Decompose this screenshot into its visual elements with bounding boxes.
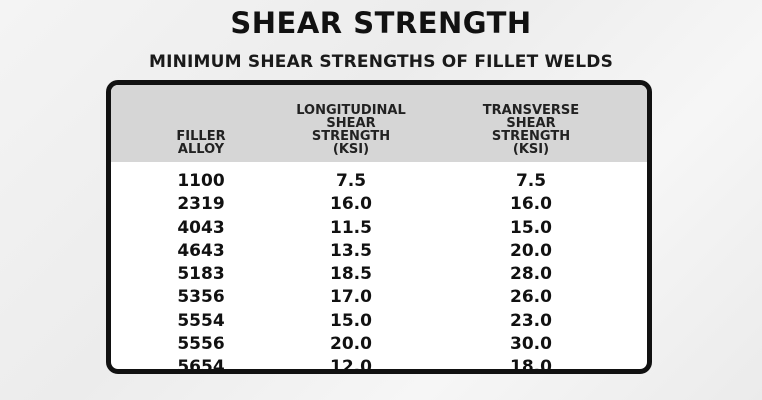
table-row: 2319 16.0 16.0: [111, 193, 647, 216]
header-longitudinal-shear-strength: LONGITUDINAL SHEAR STRENGTH (KSI): [271, 104, 431, 156]
table-header: FILLER ALLOY LONGITUDINAL SHEAR STRENGTH…: [111, 85, 647, 162]
table-row: 5356 17.0 26.0: [111, 286, 647, 309]
filler-alloy-cell: 4643: [177, 240, 225, 261]
header-filler-alloy: FILLER ALLOY: [151, 130, 251, 156]
header-filler-alloy-line: ALLOY: [177, 142, 225, 157]
header-transverse-line: TRANSVERSE: [482, 103, 580, 118]
header-longitudinal-line: SHEAR: [326, 116, 376, 131]
table-row: 1100 7.5 7.5: [111, 170, 647, 193]
longitudinal-strength-cell: 11.5: [330, 217, 372, 238]
header-transverse-line: SHEAR: [506, 116, 556, 131]
longitudinal-strength-cell: 13.5: [330, 240, 372, 261]
filler-alloy-cell: 5183: [177, 264, 225, 285]
transverse-strength-cell: 7.5: [515, 171, 547, 191]
longitudinal-strength-cell: 7.5: [335, 171, 367, 191]
page-title: SHEAR STRENGTH: [230, 6, 532, 40]
header-filler-alloy-line: FILLER: [176, 129, 226, 144]
header-longitudinal-line: LONGITUDINAL: [296, 103, 406, 118]
table-row: 4043 11.5 15.0: [111, 217, 647, 240]
header-transverse-shear-strength: TRANSVERSE SHEAR STRENGTH (KSI): [451, 104, 611, 156]
table-row: 5183 18.5 28.0: [111, 263, 647, 286]
transverse-strength-cell: 26.0: [510, 287, 552, 308]
transverse-strength-cell: 30.0: [510, 334, 552, 355]
transverse-strength-cell: 18.0: [510, 357, 552, 374]
longitudinal-strength-cell: 20.0: [330, 334, 372, 355]
longitudinal-strength-cell: 15.0: [330, 310, 372, 331]
header-longitudinal-line: STRENGTH: [311, 129, 391, 144]
table-row: 5554 15.0 23.0: [111, 310, 647, 333]
filler-alloy-cell: 1100: [177, 171, 225, 191]
filler-alloy-cell: 5554: [177, 310, 225, 331]
header-longitudinal-line: (KSI): [332, 142, 370, 157]
header-transverse-line: STRENGTH: [491, 129, 571, 144]
table-row: 5654 12.0 18.0: [111, 356, 647, 374]
filler-alloy-cell: 5556: [177, 334, 225, 355]
filler-alloy-cell: 5356: [177, 287, 225, 308]
filler-alloy-cell: 4043: [177, 217, 225, 238]
longitudinal-strength-cell: 17.0: [330, 287, 372, 308]
table-body: 1100 7.5 7.5 2319 16.0 16.0 4043 11.5 15…: [111, 170, 647, 374]
header-transverse-line: (KSI): [512, 142, 550, 157]
longitudinal-strength-cell: 16.0: [330, 194, 372, 215]
transverse-strength-cell: 23.0: [510, 310, 552, 331]
filler-alloy-cell: 2319: [177, 194, 225, 215]
filler-alloy-cell: 5654: [177, 357, 225, 374]
longitudinal-strength-cell: 18.5: [330, 264, 372, 285]
transverse-strength-cell: 20.0: [510, 240, 552, 261]
longitudinal-strength-cell: 12.0: [330, 357, 372, 374]
transverse-strength-cell: 28.0: [510, 264, 552, 285]
transverse-strength-cell: 16.0: [510, 194, 552, 215]
table-row: 5556 20.0 30.0: [111, 333, 647, 356]
page-subtitle: MINIMUM SHEAR STRENGTHS OF FILLET WELDS: [148, 52, 614, 72]
shear-strength-table: FILLER ALLOY LONGITUDINAL SHEAR STRENGTH…: [106, 80, 652, 374]
table-row: 4643 13.5 20.0: [111, 240, 647, 263]
transverse-strength-cell: 15.0: [510, 217, 552, 238]
